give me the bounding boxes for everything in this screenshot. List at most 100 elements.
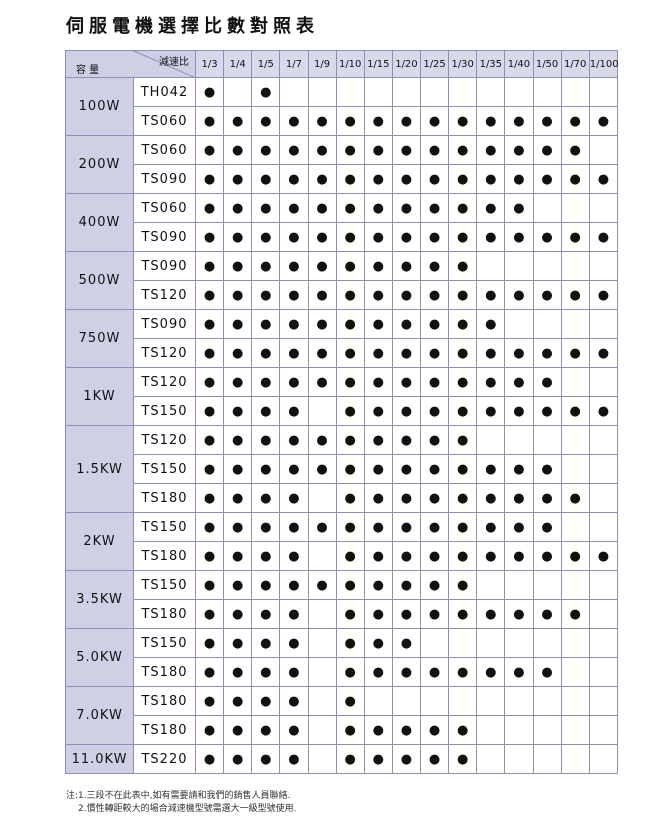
cell: ● [279,744,309,774]
cell: ● [223,396,253,426]
cell: ● [560,106,590,136]
capacity: 400W [65,193,134,252]
ratio-header: 1/3 [194,50,225,78]
cell: ● [194,367,225,397]
cell [307,686,337,716]
cell: ● [223,541,253,571]
cell: ● [560,396,590,426]
cell: ● [223,338,253,368]
cell: ● [476,657,506,687]
cell: ● [476,222,506,252]
cell: ● [335,193,365,223]
ratio-table: 減速比 容 量 1/3 1/4 1/5 1/7 1/9 1/10 1/15 1/20 1/25 1… [65,50,619,774]
cell: ● [448,396,478,426]
cell: ● [251,599,281,629]
cell: ● [504,164,534,194]
cell [307,657,337,687]
cell [560,715,590,745]
capacity: 500W [65,251,134,310]
cell: ● [279,483,309,513]
table-row: TS180 ● ● ● ● ● ● ● ● ● ● ● ● ● [66,599,619,629]
model: TS180 [133,715,196,745]
table-body: 100W TH042 ● ● TS060 ● ● ● ● ● ● ● ● ● ● ● ● ● ● ● 200W TS060… [65,77,619,774]
model: TS150 [133,570,196,600]
cell: ● [251,512,281,542]
cell: ● [448,599,478,629]
table-row: 100W TH042 ● ● [65,77,619,136]
cell: ● [251,164,281,194]
model: TS220 [133,744,196,774]
cell [363,77,393,107]
capacity: 1.5KW [65,425,134,513]
cell: ● [251,251,281,281]
cell: ● [532,483,562,513]
cell [476,77,506,107]
table-row: TS090 ● ● ● ● ● ● ● ● ● ● ● ● ● ● ● [66,222,619,252]
cell: ● [223,193,253,223]
cell [419,628,450,658]
cell [504,715,534,745]
cell: ● [560,164,590,194]
cell: ● [448,193,478,223]
cell: ● [194,570,225,600]
cell [391,77,422,107]
cell: ● [419,541,450,571]
cell: ● [335,454,365,484]
cell: ● [279,106,309,136]
cell [560,251,590,281]
cell: ● [419,106,450,136]
cell: ● [532,541,562,571]
cell [532,425,562,455]
cell: ● [391,164,422,194]
cell: ● [476,106,506,136]
cell: ● [532,222,562,252]
cell: ● [504,454,534,484]
cell: ● [532,280,562,310]
table-row: TS180 ● ● ● ● ● ● ● ● ● ● ● ● [66,657,619,687]
cell: ● [476,599,506,629]
cell: ● [419,193,450,223]
cell: ● [307,106,337,136]
model: TS150 [133,512,196,542]
ratio-header: 1/10 [335,50,365,78]
cell: ● [419,570,450,600]
cell [588,193,619,223]
ratio-header: 1/4 [223,50,253,78]
model: TS120 [133,338,196,368]
cell: ● [391,193,422,223]
cell: ● [448,744,478,774]
cell: ● [532,164,562,194]
ratio-header: 1/15 [363,50,393,78]
cell: ● [476,541,506,571]
table-row: 200W TS060 ● ● ● ● ● ● ● ● ● ● ● ● ● ● [65,135,619,194]
cell: ● [476,280,506,310]
cell: ● [335,541,365,571]
cell: ● [448,222,478,252]
ratio-header: 1/25 [419,50,450,78]
cell: ● [307,193,337,223]
cell: ● [391,454,422,484]
cell: ● [251,454,281,484]
cell: ● [419,222,450,252]
corner-cell: 減速比 容 量 [65,50,196,78]
cell: ● [223,425,253,455]
capacity: 1KW [65,367,134,426]
cell: ● [279,396,309,426]
header-row: 減速比 容 量 1/3 1/4 1/5 1/7 1/9 1/10 1/15 1/20 1/25 1… [65,50,619,78]
table-row: 1.5KW TS120 ● ● ● ● ● ● ● ● ● ● [65,425,619,513]
cell [448,686,478,716]
cell: ● [279,309,309,339]
cell: ● [504,657,534,687]
cell: ● [448,251,478,281]
table-row: 400W TS060 ● ● ● ● ● ● ● ● ● ● ● ● [65,193,619,252]
cell: ● [532,454,562,484]
cell: ● [251,657,281,687]
cell: ● [363,106,393,136]
cell: ● [363,483,393,513]
cell: ● [504,541,534,571]
cell: ● [279,367,309,397]
cell [419,686,450,716]
cell: ● [307,425,337,455]
cell [588,657,619,687]
